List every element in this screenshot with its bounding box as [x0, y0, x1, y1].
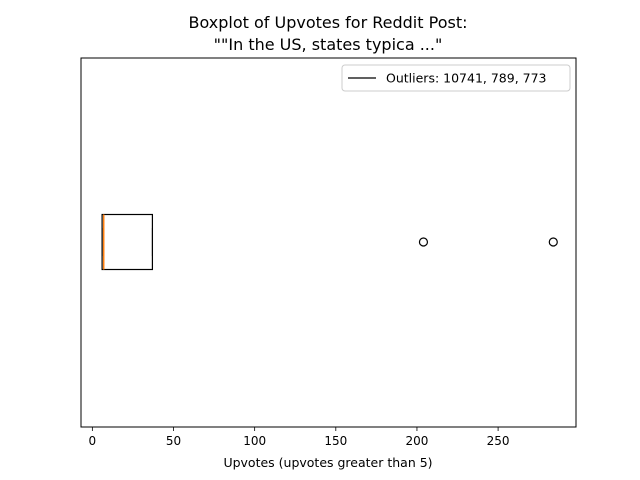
x-tick-label: 150: [324, 434, 347, 448]
x-tick-label: 50: [166, 434, 181, 448]
plot-area: [80, 57, 577, 428]
x-tick-label: 0: [89, 434, 97, 448]
legend-label: Outliers: 10741, 789, 773: [386, 71, 547, 86]
chart-title-line-1: Boxplot of Upvotes for Reddit Post:: [189, 13, 468, 32]
legend: Outliers: 10741, 789, 773: [341, 64, 571, 92]
x-tick-label: 100: [243, 434, 266, 448]
box-group: [101, 213, 154, 271]
outlier-point: [418, 237, 429, 247]
x-axis-label: Upvotes (upvotes greater than 5): [223, 455, 432, 470]
chart-title-line-2: ""In the US, states typica ...": [214, 35, 443, 54]
x-tick-label: 200: [405, 434, 428, 448]
x-axis-ticks: 0 50 100 150 200 250: [89, 427, 510, 448]
x-tick-label: 250: [487, 434, 510, 448]
legend-frame: [341, 64, 571, 92]
flier-group: [418, 237, 558, 247]
outlier-point: [548, 237, 558, 247]
iqr-box: [101, 213, 154, 271]
